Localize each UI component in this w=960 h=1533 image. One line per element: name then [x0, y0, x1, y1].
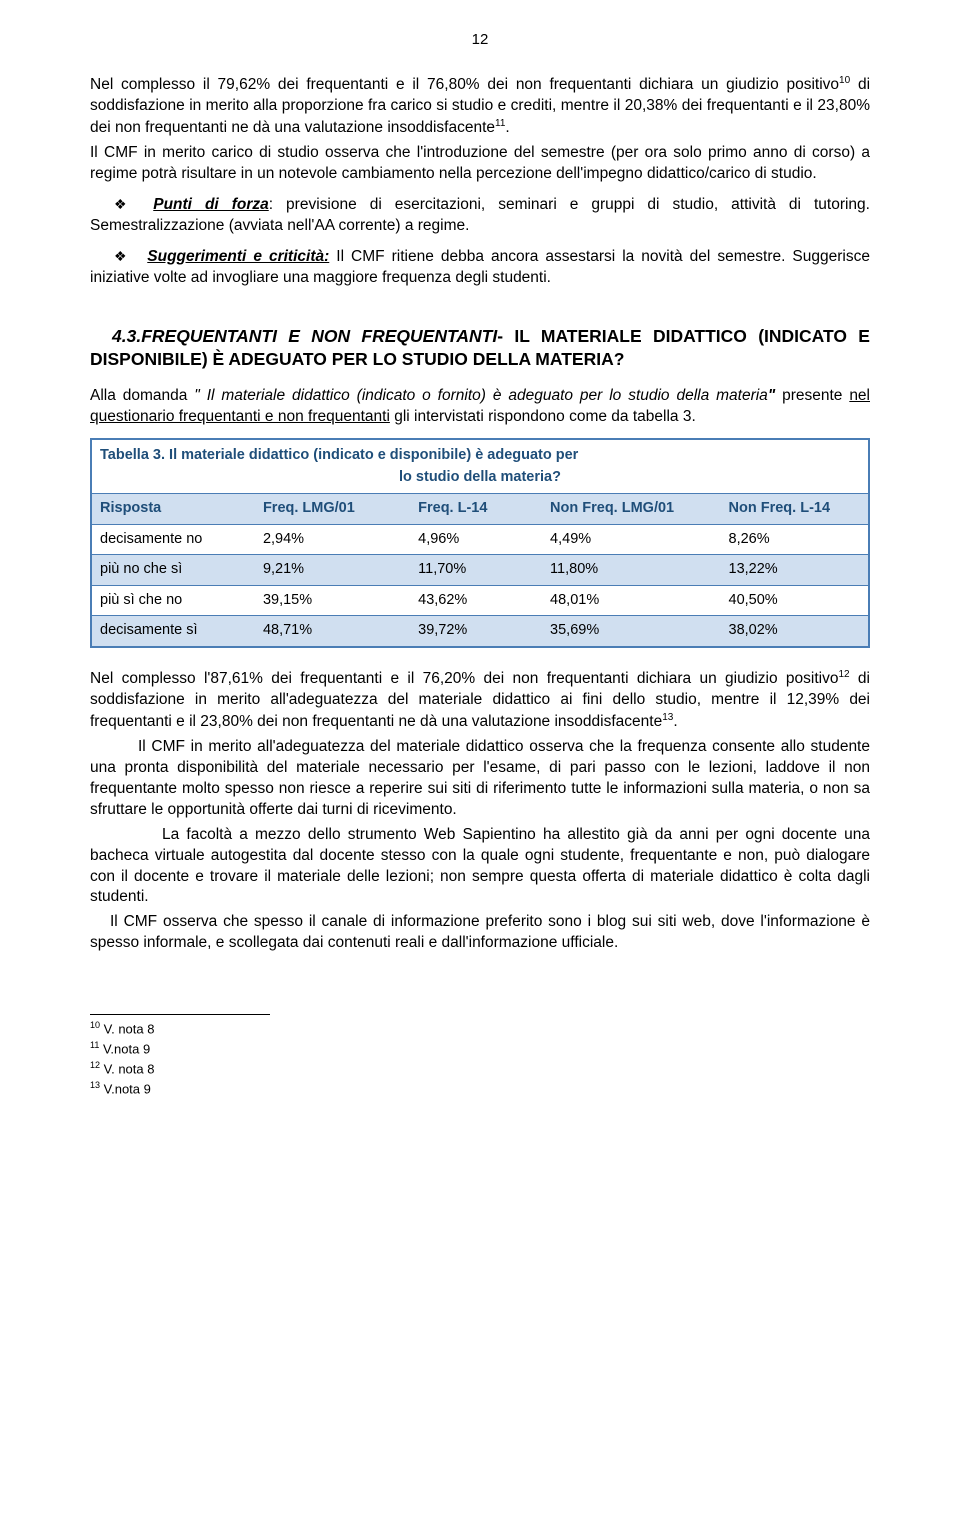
- diamond-bullet-icon: ❖: [90, 196, 153, 212]
- footnote-ref-11: 11: [495, 118, 505, 129]
- col-header-risposta: Risposta: [92, 494, 255, 525]
- paragraph-4: Nel complesso l'87,61% dei frequentanti …: [90, 668, 870, 733]
- footnote-num: 11: [90, 1040, 99, 1050]
- heading-number: 4.3.: [90, 326, 141, 346]
- cell-value: 4,49%: [542, 524, 720, 555]
- cell-value: 4,96%: [410, 524, 542, 555]
- p3-c: gli intervistati rispondono come da tabe…: [390, 408, 696, 425]
- p3-quote: " Il materiale didattico (indicato o for…: [194, 387, 768, 404]
- table-row: più sì che no 39,15% 43,62% 48,01% 40,50…: [92, 585, 868, 616]
- table-header-row: Risposta Freq. LMG/01 Freq. L-14 Non Fre…: [92, 494, 868, 525]
- footnotes: 10 V. nota 8 11 V.nota 9 12 V. nota 8 13…: [90, 1019, 870, 1098]
- footnote-text: V.nota 9: [99, 1041, 150, 1056]
- cell-label: decisamente no: [92, 524, 255, 555]
- paragraph-5: Il CMF in merito all'adeguatezza del mat…: [90, 737, 870, 821]
- footnote-num: 13: [90, 1080, 100, 1090]
- cell-value: 39,72%: [410, 616, 542, 646]
- table-row: più no che sì 9,21% 11,70% 11,80% 13,22%: [92, 555, 868, 586]
- col-header-nonfreq-lmg01: Non Freq. LMG/01: [542, 494, 720, 525]
- footnote-13: 13 V.nota 9: [90, 1079, 870, 1098]
- cell-value: 38,02%: [721, 616, 868, 646]
- p4-c: .: [673, 713, 677, 730]
- cell-value: 11,70%: [410, 555, 542, 586]
- footnote-num: 12: [90, 1060, 100, 1070]
- p1-text-a: Nel complesso il 79,62% dei frequentanti…: [90, 76, 839, 93]
- bullet1-label: Punti di forza: [153, 196, 269, 213]
- table-3-container: Tabella 3. Il materiale didattico (indic…: [90, 438, 870, 648]
- p1-text-c: .: [505, 119, 509, 136]
- footnote-10: 10 V. nota 8: [90, 1019, 870, 1038]
- col-header-freq-l14: Freq. L-14: [410, 494, 542, 525]
- cell-label: più no che sì: [92, 555, 255, 586]
- footnote-text: V. nota 8: [100, 1061, 154, 1076]
- paragraph-6: La facoltà a mezzo dello strumento Web S…: [90, 825, 870, 909]
- table-row: decisamente no 2,94% 4,96% 4,49% 8,26%: [92, 524, 868, 555]
- table-title-line2: lo studio della materia?: [92, 468, 868, 494]
- page-number: 12: [90, 30, 870, 50]
- cell-value: 2,94%: [255, 524, 410, 555]
- cell-value: 35,69%: [542, 616, 720, 646]
- table-row: decisamente sì 48,71% 39,72% 35,69% 38,0…: [92, 616, 868, 646]
- col-header-freq-lmg01: Freq. LMG/01: [255, 494, 410, 525]
- cell-label: decisamente sì: [92, 616, 255, 646]
- diamond-bullet-icon: ❖: [90, 248, 147, 264]
- p4-a: Nel complesso l'87,61% dei frequentanti …: [90, 670, 838, 687]
- paragraph-1: Nel complesso il 79,62% dei frequentanti…: [90, 74, 870, 139]
- section-heading-4-3: 4.3.FREQUENTANTI E NON FREQUENTANTI- IL …: [90, 325, 870, 372]
- table-title-line1: Tabella 3. Il materiale didattico (indic…: [92, 440, 868, 468]
- footnote-text: V.nota 9: [100, 1081, 151, 1096]
- bullet2-label: Suggerimenti e criticità:: [147, 248, 329, 265]
- paragraph-3: Alla domanda " Il materiale didattico (i…: [90, 386, 870, 428]
- footnote-ref-12: 12: [838, 669, 849, 680]
- footnote-num: 10: [90, 1020, 100, 1030]
- paragraph-2: Il CMF in merito carico di studio osserv…: [90, 143, 870, 185]
- footnote-12: 12 V. nota 8: [90, 1059, 870, 1078]
- cell-value: 8,26%: [721, 524, 868, 555]
- footnote-text: V. nota 8: [100, 1022, 154, 1037]
- cell-value: 9,21%: [255, 555, 410, 586]
- cell-value: 13,22%: [721, 555, 868, 586]
- bullet-punti-di-forza: ❖Punti di forza: previsione di esercitaz…: [90, 195, 870, 237]
- cell-value: 48,01%: [542, 585, 720, 616]
- table-3: Tabella 3. Il materiale didattico (indic…: [92, 440, 868, 646]
- cell-value: 11,80%: [542, 555, 720, 586]
- cell-label: più sì che no: [92, 585, 255, 616]
- footnote-11: 11 V.nota 9: [90, 1039, 870, 1058]
- footnote-ref-10: 10: [839, 75, 850, 86]
- footnote-ref-13: 13: [662, 712, 673, 723]
- paragraph-7: Il CMF osserva che spesso il canale di i…: [90, 912, 870, 954]
- cell-value: 39,15%: [255, 585, 410, 616]
- bullet-suggerimenti: ❖Suggerimenti e criticità: Il CMF ritien…: [90, 247, 870, 289]
- cell-value: 48,71%: [255, 616, 410, 646]
- cell-value: 40,50%: [721, 585, 868, 616]
- cell-value: 43,62%: [410, 585, 542, 616]
- col-header-nonfreq-l14: Non Freq. L-14: [721, 494, 868, 525]
- heading-italic: FREQUENTANTI E NON FREQUENTANTI: [141, 326, 497, 346]
- footnote-separator: [90, 1014, 270, 1015]
- p3-b: presente: [775, 387, 849, 404]
- p3-a: Alla domanda: [90, 387, 194, 404]
